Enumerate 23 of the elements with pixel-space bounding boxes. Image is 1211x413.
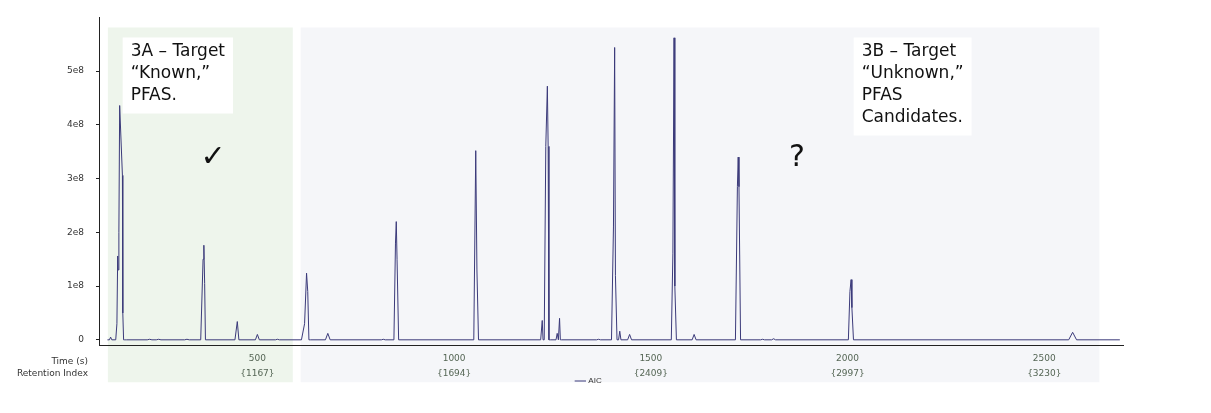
- text: {2409}: [633, 368, 669, 379]
- annotation: ✓: [200, 137, 226, 173]
- legend-label: AIC: [588, 376, 602, 386]
- x-tick-label: 1500: [639, 352, 663, 363]
- y-tick-label: 2e8: [66, 226, 85, 237]
- y-tick-label: 3e8: [66, 172, 85, 183]
- y-tick-label: 4e8: [66, 119, 85, 130]
- x-tick-label: 2000: [836, 352, 860, 363]
- text: {1694}: [436, 368, 472, 379]
- band-label: 3B – Target “Unknown,” PFAS Candidates.: [861, 40, 964, 127]
- x-axis-title: Time (s): [50, 355, 88, 366]
- text: Retention Index: [16, 368, 89, 379]
- y-tick-label: 0: [78, 334, 85, 345]
- y-tick-label: 1e8: [66, 280, 85, 291]
- band-label: 3A – Target “Known,” PFAS.: [130, 40, 226, 105]
- y-tick-label: 5e8: [66, 65, 85, 76]
- annotation: ?: [789, 137, 805, 173]
- text: {1167}: [240, 368, 275, 379]
- x-tick-label: 500: [248, 352, 267, 363]
- x-tick-label: 1000: [442, 352, 466, 363]
- x-tick-label: 2500: [1032, 352, 1057, 363]
- text: {3230}: [1027, 368, 1062, 379]
- text: {2997}: [830, 368, 865, 379]
